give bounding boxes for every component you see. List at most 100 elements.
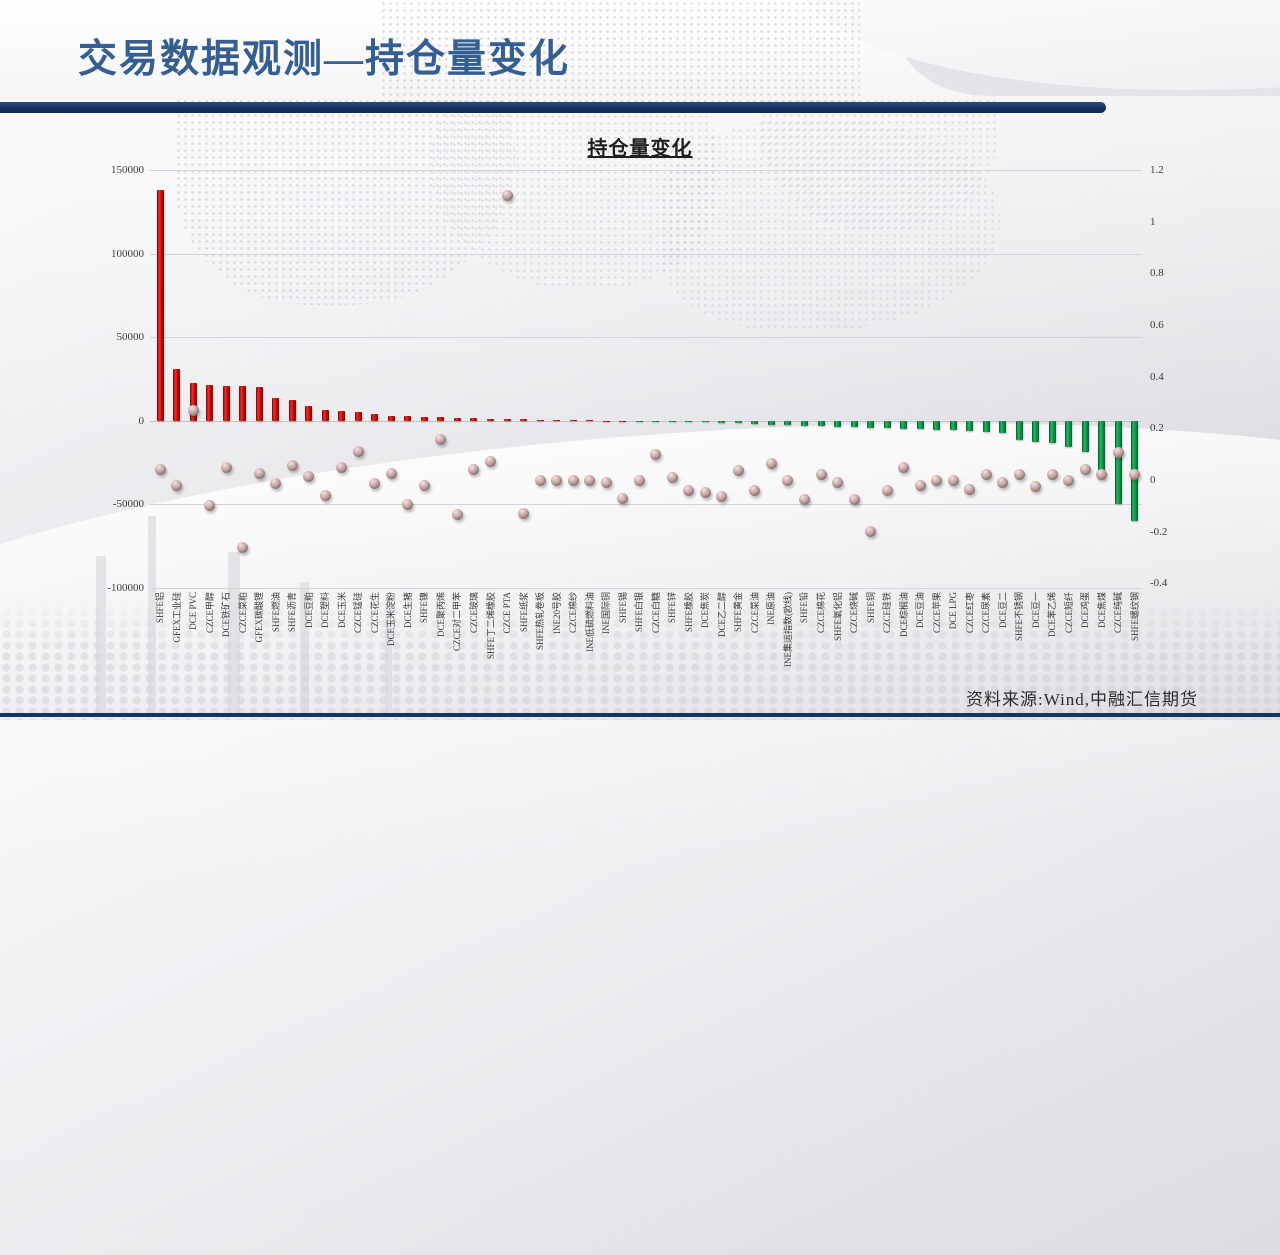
scatter-point-SHFE橡胶 bbox=[683, 484, 695, 496]
scatter-point-CZCE硅铁 bbox=[881, 484, 893, 496]
scatter-point-SHFE白银 bbox=[633, 474, 645, 486]
scatter-point-CZCE苹果 bbox=[931, 474, 943, 486]
category-label: CZCE菜油 bbox=[749, 592, 760, 634]
bar-SHFE铜 bbox=[867, 420, 875, 428]
scatter-point-CZCE纯碱 bbox=[1112, 447, 1124, 459]
scatter-point-DCE LPG bbox=[947, 474, 959, 486]
scatter-point-DCE聚丙烯 bbox=[435, 434, 447, 446]
bar-DCE鸡蛋 bbox=[1081, 420, 1089, 452]
chart-title: 持仓量变化 bbox=[587, 138, 693, 160]
category-label: DCE豆粕 bbox=[303, 592, 314, 629]
category-label: CZCE棉纱 bbox=[568, 592, 579, 634]
bar-SHFE锡 bbox=[619, 420, 627, 422]
scatter-point-DCE塑料 bbox=[319, 490, 331, 501]
scatter-point-SHFE不锈钢 bbox=[1013, 469, 1025, 481]
category-label: SHFE白银 bbox=[634, 592, 645, 633]
bar-SHFE镍 bbox=[420, 416, 428, 421]
gridline bbox=[150, 587, 1142, 589]
category-label: DCE玉米淀粉 bbox=[386, 592, 397, 647]
category-label: DCE塑料 bbox=[320, 592, 331, 629]
scatter-point-CZCE PTA bbox=[501, 190, 513, 202]
category-label: CZCE棉花 bbox=[816, 592, 826, 634]
skyline-silhouette bbox=[385, 600, 392, 716]
bar-CZCE纯碱 bbox=[1114, 420, 1122, 505]
bar-DCE苯乙烯 bbox=[1048, 420, 1056, 444]
bar-SHFE不锈钢 bbox=[1015, 420, 1023, 440]
category-label: INE国际铜 bbox=[601, 592, 612, 634]
bar-CZCE烧碱 bbox=[850, 420, 858, 428]
scatter-point-DCE豆二 bbox=[997, 477, 1009, 489]
bar-DCE生猪 bbox=[404, 416, 412, 421]
category-label: DCE棕榈油 bbox=[898, 592, 909, 638]
right-axis-tick-label: 0 bbox=[1150, 474, 1156, 486]
bar-SHFE纸浆 bbox=[520, 419, 528, 421]
category-label: CZCE玻璃 bbox=[468, 592, 479, 634]
scatter-point-CZCE棉花 bbox=[815, 469, 827, 481]
skyline-silhouette bbox=[228, 552, 240, 716]
right-axis-tick-label: 1.2 bbox=[1150, 163, 1164, 176]
left-axis-tick-label: 100000 bbox=[111, 247, 144, 260]
bar-GFEX工业硅 bbox=[173, 368, 181, 421]
bar-INE集运指数(欧线) bbox=[784, 420, 792, 426]
scatter-point-CZCE对二甲苯 bbox=[451, 509, 463, 521]
scatter-point-CZCE白糖 bbox=[650, 448, 662, 460]
scatter-point-DCE玉米淀粉 bbox=[385, 468, 397, 480]
category-label: CZCE纯碱 bbox=[1113, 592, 1124, 634]
category-label: SHFE螺纹钢 bbox=[1129, 592, 1140, 642]
title-underline-bar bbox=[0, 102, 1106, 113]
category-label: DCE豆油 bbox=[915, 592, 926, 629]
category-label: CZCE白糖 bbox=[650, 592, 661, 634]
category-label: CZCE锰硅 bbox=[353, 592, 364, 634]
gridline bbox=[150, 337, 1142, 339]
bar-CZCE白糖 bbox=[652, 420, 660, 422]
category-label: SHFE铜 bbox=[865, 592, 876, 624]
scatter-point-CZCE甲醇 bbox=[204, 500, 216, 512]
scatter-point-DCE鸡蛋 bbox=[1079, 464, 1091, 476]
bar-DCE豆二 bbox=[999, 420, 1007, 434]
scatter-point-CZCE锰硅 bbox=[352, 446, 364, 458]
bar-CZCE PTA bbox=[503, 419, 511, 421]
category-label: SHFE黄金 bbox=[733, 592, 744, 633]
bar-DCE聚丙烯 bbox=[437, 417, 445, 421]
category-label: SHFE铅 bbox=[799, 592, 810, 624]
bar-SHFE沥青 bbox=[288, 400, 296, 421]
scatter-point-CZCE花生 bbox=[369, 478, 381, 490]
chart-area: 150000 100000 50000 0 -50000 -100000 1.2 1 0.8 0.… bbox=[107, 163, 1167, 667]
scatter-point-DCE豆油 bbox=[914, 479, 926, 491]
category-label: CZCE对二甲苯 bbox=[452, 592, 463, 652]
scatter-point-DCE苯乙烯 bbox=[1046, 469, 1058, 481]
scatter-point-INE国际铜 bbox=[600, 477, 612, 489]
category-label: CZCE甲醇 bbox=[204, 592, 215, 634]
scatter-point-GFEX碳酸锂 bbox=[253, 468, 265, 480]
bar-CZCE红枣 bbox=[966, 420, 974, 432]
bar-CZCE棉纱 bbox=[569, 420, 577, 422]
scatter-point-SHFE黄金 bbox=[732, 465, 744, 477]
scatter-point-INE原油 bbox=[765, 457, 777, 469]
scatter-point-CZCE短纤 bbox=[1063, 474, 1075, 486]
category-label: GFEX碳酸锂 bbox=[254, 592, 265, 643]
source-note: 资料来源:Wind,中融汇信期货 bbox=[966, 690, 1199, 709]
bar-SHFE丁二烯橡胶 bbox=[487, 418, 494, 421]
category-label: SHFE热轧卷板 bbox=[535, 592, 546, 651]
category-label: CZCE短纤 bbox=[1063, 592, 1074, 634]
scatter-point-SHFE丁二烯橡胶 bbox=[485, 456, 496, 468]
bar-CZCE硅铁 bbox=[883, 420, 891, 429]
category-label: DCE焦炭 bbox=[700, 592, 711, 629]
scatter-point-SHFE沥青 bbox=[286, 460, 298, 472]
category-label: CZCE苹果 bbox=[931, 592, 942, 634]
category-label: DCE玉米 bbox=[336, 592, 347, 629]
bar-GFEX碳酸锂 bbox=[255, 387, 263, 421]
bar-INE20号胶 bbox=[553, 420, 561, 422]
bar-DCE乙二醇 bbox=[718, 420, 726, 423]
scatter-point-SHFE锌 bbox=[666, 471, 678, 483]
category-label: INE原油 bbox=[766, 592, 777, 625]
scatter-point-SHFE铝 bbox=[154, 464, 166, 476]
scatter-point-SHFE铜 bbox=[865, 526, 877, 538]
category-label: SHFE燃油 bbox=[270, 592, 281, 633]
category-label: DCE豆二 bbox=[997, 592, 1008, 629]
bar-CZCE短纤 bbox=[1065, 420, 1073, 447]
scatter-point-INE20号胶 bbox=[551, 474, 563, 486]
bar-SHFE锌 bbox=[668, 420, 676, 422]
category-label: CZCE PTA bbox=[502, 592, 513, 634]
bar-DCE PVC bbox=[189, 383, 197, 421]
